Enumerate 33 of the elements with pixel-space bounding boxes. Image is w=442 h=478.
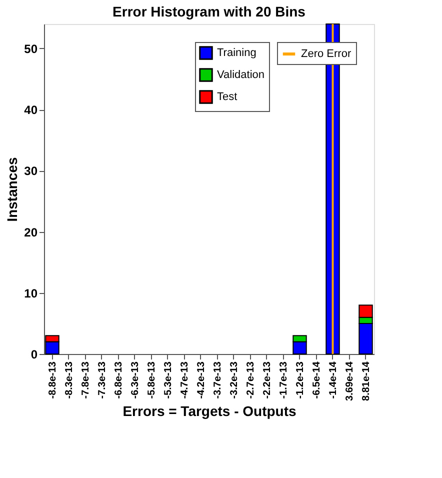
ref-line-label: Zero Error (301, 48, 352, 60)
x-tick-label: -1.7e-13 (278, 361, 290, 399)
x-tick-label: -3.7e-13 (212, 361, 224, 399)
x-tick-label: -4.7e-13 (179, 361, 190, 399)
legend-label: Validation (217, 69, 264, 81)
y-tick-label: 10 (24, 286, 38, 300)
y-tick-label: 30 (24, 164, 38, 178)
y-tick-label: 40 (24, 103, 38, 118)
x-tick-label: -6.5e-14 (311, 361, 322, 399)
x-tick-label: -6.3e-13 (130, 361, 141, 399)
legend-label: Training (217, 47, 256, 59)
x-tick-label: -1.4e-14 (328, 361, 339, 399)
x-tick-label: -5.8e-13 (146, 361, 158, 399)
x-tick-label: -8.3e-13 (64, 361, 75, 399)
x-tick-label: -3.2e-13 (228, 361, 240, 399)
y-tick-label: 20 (24, 225, 38, 240)
y-tick-label: 50 (24, 42, 38, 56)
legend-label: Test (217, 91, 238, 103)
x-tick-label: 8.81e-14 (360, 361, 372, 401)
x-tick-label: -4.2e-13 (196, 361, 207, 399)
x-tick-label: -2.2e-13 (262, 361, 273, 399)
chart-title: Error Histogram with 20 Bins (112, 4, 306, 20)
y-axis-title: Instances (4, 156, 20, 222)
y-tick-label: 0 (30, 348, 38, 362)
x-tick-label: -8.8e-13 (47, 361, 58, 399)
x-axis-title: Errors = Targets - Outputs (122, 402, 297, 419)
x-tick-label: -6.8e-13 (113, 361, 124, 399)
x-tick-label: -5.3e-13 (162, 361, 174, 399)
x-tick-label: -7.3e-13 (96, 361, 108, 399)
x-tick-label: -2.7e-13 (245, 361, 256, 399)
x-tick-label: 3.69e-14 (344, 361, 356, 401)
x-tick-label: -7.8e-13 (80, 361, 92, 399)
x-tick-label: -1.2e-13 (294, 361, 306, 399)
